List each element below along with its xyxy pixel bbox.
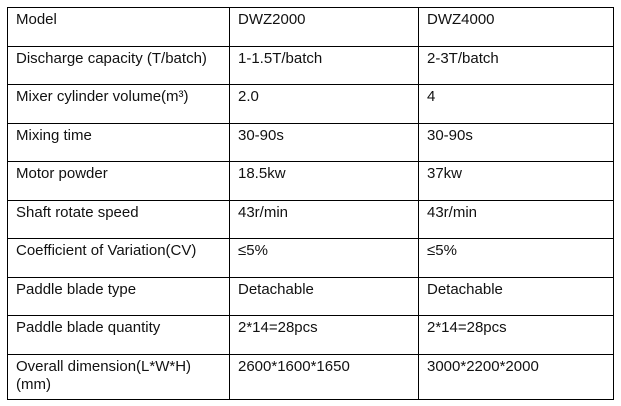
row-label-cell: Model xyxy=(7,7,230,47)
table-row: Overall dimension(L*W*H)(mm) 2600*1600*16… xyxy=(7,353,614,400)
table-row: Paddle blade type Detachable Detachable xyxy=(7,276,614,316)
value-cell: 3000*2200*2000 xyxy=(418,353,614,400)
row-label-cell: Motor powder xyxy=(7,161,230,201)
value-cell: ≤5% xyxy=(418,238,614,278)
value-cell: DWZ4000 xyxy=(418,7,614,47)
value-cell: 43r/min xyxy=(418,199,614,239)
value-cell: DWZ2000 xyxy=(229,7,419,47)
table-row: Model DWZ2000 DWZ4000 xyxy=(7,7,614,47)
row-label-cell: Coefficient of Variation(CV) xyxy=(7,238,230,278)
value-cell: ≤5% xyxy=(229,238,419,278)
value-cell: 2*14=28pcs xyxy=(418,315,614,355)
value-cell: 37kw xyxy=(418,161,614,201)
value-cell: 30-90s xyxy=(229,122,419,162)
table-row: Coefficient of Variation(CV) ≤5% ≤5% xyxy=(7,238,614,278)
table-row: Shaft rotate speed 43r/min 43r/min xyxy=(7,199,614,239)
value-cell: Detachable xyxy=(418,276,614,316)
spec-table: Model DWZ2000 DWZ4000 Discharge capacity (T… xyxy=(7,7,614,400)
table-row: Mixer cylinder volume(m³) 2.0 4 xyxy=(7,84,614,124)
table-row: Paddle blade quantity 2*14=28pcs 2*14=28pc… xyxy=(7,315,614,355)
table-row: Motor powder 18.5kw 37kw xyxy=(7,161,614,201)
value-cell: Detachable xyxy=(229,276,419,316)
row-label-cell: Paddle blade quantity xyxy=(7,315,230,355)
value-cell: 18.5kw xyxy=(229,161,419,201)
row-label-cell: Mixing time xyxy=(7,122,230,162)
row-label-cell: Paddle blade type xyxy=(7,276,230,316)
table-row: Discharge capacity (T/batch) 1-1.5T/batch… xyxy=(7,45,614,85)
value-cell: 1-1.5T/batch xyxy=(229,45,419,85)
value-cell: 4 xyxy=(418,84,614,124)
row-label-cell: Discharge capacity (T/batch) xyxy=(7,45,230,85)
row-label-cell: Overall dimension(L*W*H)(mm) xyxy=(7,353,230,400)
table-row: Mixing time 30-90s 30-90s xyxy=(7,122,614,162)
value-cell: 2.0 xyxy=(229,84,419,124)
value-cell: 2-3T/batch xyxy=(418,45,614,85)
value-cell: 2*14=28pcs xyxy=(229,315,419,355)
value-cell: 43r/min xyxy=(229,199,419,239)
value-cell: 2600*1600*1650 xyxy=(229,353,419,400)
value-cell: 30-90s xyxy=(418,122,614,162)
row-label-cell: Mixer cylinder volume(m³) xyxy=(7,84,230,124)
row-label-cell: Shaft rotate speed xyxy=(7,199,230,239)
